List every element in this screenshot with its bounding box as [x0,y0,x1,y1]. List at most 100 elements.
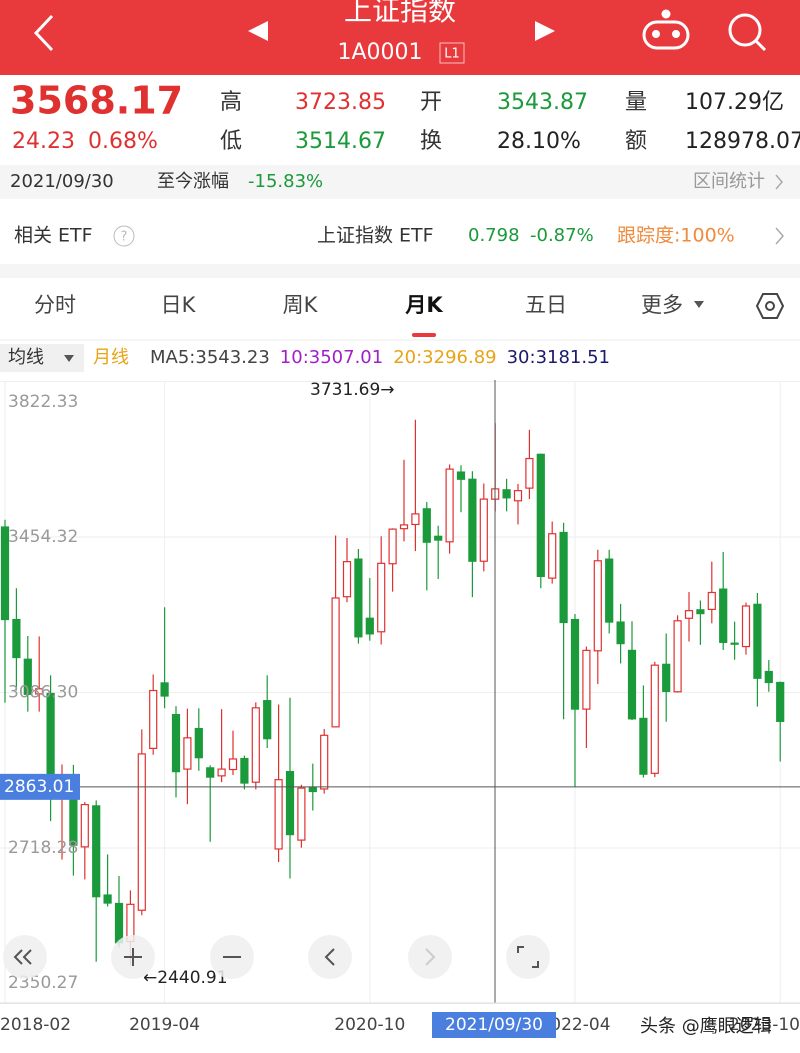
change: 24.23 [12,129,75,154]
chevron [775,174,783,190]
more-arrow [694,301,704,308]
etf-price: 0.798 [468,225,520,246]
change-percent: 0.68% [88,129,158,154]
candle-body [673,620,682,693]
candle-body [35,688,44,695]
ma-selector[interactable]: 均线 [8,347,44,368]
ma-item: 10:3507.01 [280,347,383,368]
candle-body [434,535,443,541]
candle-body [753,603,762,679]
candle-body [23,658,32,695]
watermark: 头条 @鹰眼逻辑 [640,1016,772,1037]
candle-body [320,734,329,790]
badge-box [439,42,465,64]
tab[interactable]: 月K [404,293,443,317]
candle-body [342,561,352,598]
candle-body [206,767,215,778]
candle-body [183,737,192,770]
candle-body [331,597,340,728]
x-tick-label: 2022-04 [539,1015,610,1035]
candle-body [422,508,431,543]
help-icon[interactable] [113,225,135,247]
candle-body [456,471,466,480]
title: 上证指数 [344,0,456,27]
candle-body [399,524,409,530]
candle-body [616,621,625,645]
candle-body [445,468,454,543]
field-label: 高 [220,90,242,115]
candle-body [764,670,773,684]
tabs: 分时 日K 周K 月K 五日 更多 [34,293,683,337]
left-button[interactable] [308,935,352,979]
candle-body [696,609,705,615]
crosshair-x-label: 2021/09/30 [445,1015,543,1035]
period-label: 至今涨幅 [157,171,229,192]
candle-body [525,457,534,489]
price: 3568.17 [10,79,183,123]
candle-body [662,663,671,692]
search-icon[interactable] [728,13,767,52]
tab[interactable]: 更多 [641,293,683,317]
tab[interactable]: 周K [283,293,319,317]
tab[interactable]: 分时 [34,293,76,317]
prev-button[interactable] [248,21,268,41]
candle-body [411,513,420,526]
etf-label: 相关 ETF [14,225,93,247]
field-value: 28.10% [497,129,581,154]
candle-body [160,682,169,697]
next-button[interactable] [535,21,555,41]
settings-icon[interactable] [755,293,785,319]
x-tick-label: 2023-10 [729,1015,800,1035]
candle-body [479,498,488,562]
etf-name[interactable]: 上证指数 ETF [317,225,434,247]
candle-body [263,700,272,740]
robot-icon[interactable] [642,9,690,50]
period-link[interactable]: 区间统计 [693,171,765,192]
field-label: 额 [625,129,647,154]
zoom-icons [13,946,539,968]
field-label: 低 [220,129,242,154]
candle-body [776,681,785,722]
dropdown-arrow [64,355,74,362]
candle-body [12,618,21,659]
candle-body [536,453,545,578]
etf-change: -0.87% [530,225,594,246]
candle-body [365,617,374,635]
candle-body [274,779,283,850]
badge: L1 [444,47,460,62]
candle-body [240,757,249,784]
candle-body [308,786,317,793]
candle-body [388,528,397,565]
tab[interactable]: 日K [161,293,197,317]
tab[interactable]: 五日 [525,293,567,317]
ma-item: MA5:3543.23 [150,347,270,368]
candle-body [137,753,146,911]
x-tick-label: 2018-02 [0,1015,71,1035]
candle-body [171,713,181,773]
candle-body [639,717,648,775]
candle-body [513,490,523,502]
candle-body [251,707,260,783]
ma-legend: MA5:3543.23 10:3507.01 20:3296.89 30:3181.5… [150,347,610,368]
candle-body [80,803,89,848]
candle-body [194,727,203,759]
chevron [775,227,784,245]
ma-period: 月线 [93,347,129,368]
candle-body [0,526,10,621]
candle-body [217,768,226,777]
candle-body [92,805,101,898]
ma-item: 20:3296.89 [393,347,496,368]
period-value: -15.83% [248,171,323,192]
candle-body [502,489,511,499]
fullscreen-button[interactable] [506,935,550,979]
right-button[interactable] [408,935,452,979]
back-button[interactable] [33,14,54,52]
ma-item: 30:3181.51 [507,347,610,368]
candle-body [605,558,614,623]
candle-body [354,558,363,638]
field-label: 开 [420,90,442,115]
y-tick-label: 3454.32 [8,527,78,547]
